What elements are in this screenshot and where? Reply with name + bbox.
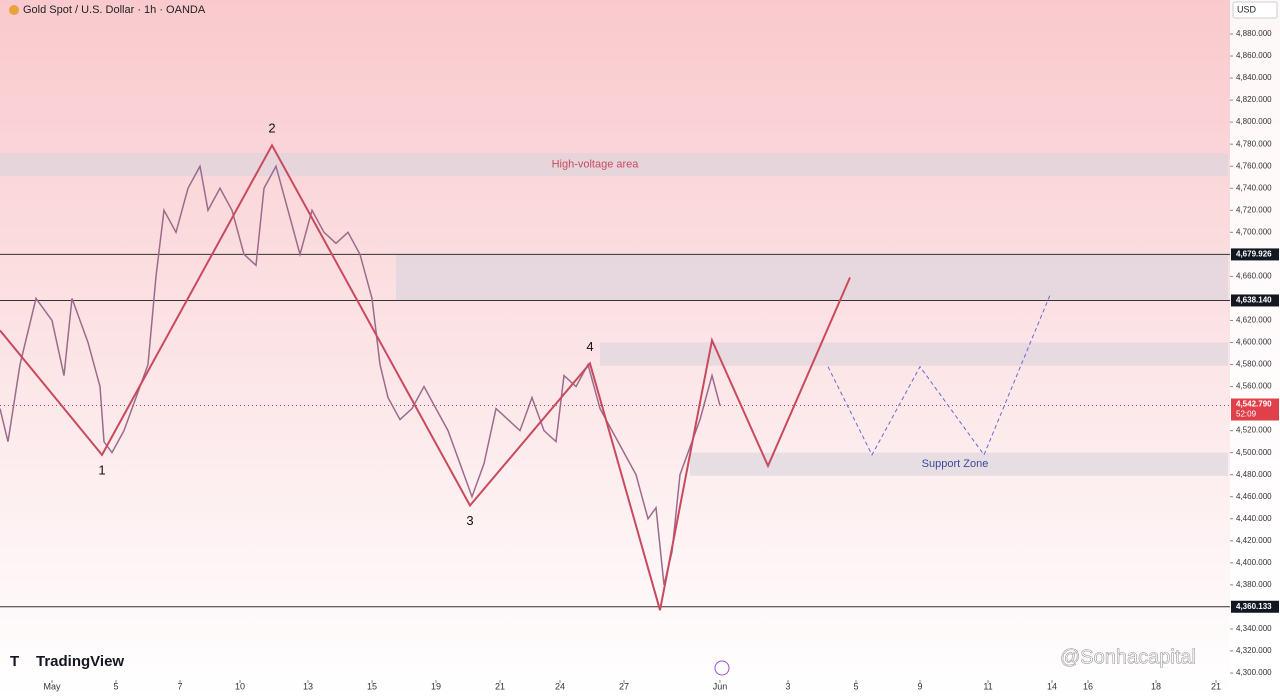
x-tick-label: 18 (1151, 681, 1161, 691)
x-tick-label: 5 (113, 681, 118, 691)
y-tick-label: 4,380.000 (1236, 580, 1272, 589)
last-price-label: 4,542.790 (1236, 400, 1272, 409)
y-tick-label: 4,480.000 (1236, 470, 1272, 479)
y-tick-label: 4,740.000 (1236, 183, 1272, 192)
y-tick-label: 4,800.000 (1236, 117, 1272, 126)
x-tick-label: Jun (713, 681, 728, 691)
x-tick-label: 14 (1047, 681, 1057, 691)
y-tick-label: 4,440.000 (1236, 514, 1272, 523)
y-tick-label: 4,700.000 (1236, 227, 1272, 236)
watermark: @Sonhacapital (1060, 646, 1196, 668)
y-tick-label: 4,500.000 (1236, 448, 1272, 457)
y-tick-label: 4,420.000 (1236, 536, 1272, 545)
price-line (0, 163, 721, 586)
last-price-tag (1231, 398, 1279, 421)
y-tick-label: 4,300.000 (1236, 668, 1272, 677)
currency-button[interactable] (1232, 1, 1278, 19)
x-tick-label: 15 (367, 681, 377, 691)
y-tick-label: 4,620.000 (1236, 316, 1272, 325)
x-tick-label: 27 (619, 681, 629, 691)
x-tick-label: 7 (177, 681, 182, 691)
x-tick-label: 11 (983, 681, 992, 691)
y-tick-label: 4,660.000 (1236, 271, 1272, 280)
chart-title: Gold Spot / U.S. Dollar · 1h · OANDA (23, 4, 206, 16)
x-tick-label: 16 (1083, 681, 1093, 691)
level-label: 4,638.140 (1236, 296, 1272, 305)
level-label: 4,679.926 (1236, 250, 1272, 259)
y-tick-label: 4,580.000 (1236, 360, 1272, 369)
y-tick-label: 4,820.000 (1236, 95, 1272, 104)
projection-line (827, 294, 1051, 456)
wave-label: 3 (466, 513, 473, 528)
wave-line (0, 143, 851, 611)
plot: High-voltage area Support Zone 4,880.000 4,… (0, 29, 1279, 691)
wave-label: 4 (586, 339, 593, 354)
y-tick-label: 4,320.000 (1236, 646, 1272, 655)
level-tag (1231, 600, 1279, 613)
currency[interactable]: USD (1237, 4, 1257, 14)
x-tick-label: 19 (431, 681, 441, 691)
y-tick-label: 4,340.000 (1236, 624, 1272, 633)
events-icon[interactable] (714, 660, 730, 676)
x-tick-label: 3 (785, 681, 790, 691)
level-label: 4,360.133 (1236, 602, 1272, 611)
y-tick-label: 4,840.000 (1236, 73, 1272, 82)
y-tick-label: 4,520.000 (1236, 426, 1272, 435)
level-tag (1231, 294, 1279, 307)
y-tick-label: 4,560.000 (1236, 382, 1272, 391)
level-tag (1231, 248, 1279, 261)
y-tick-label: 4,760.000 (1236, 161, 1272, 170)
zone (600, 342, 1228, 366)
wave-label: 2 (268, 121, 275, 136)
y-tick-label: 4,780.000 (1236, 139, 1272, 148)
x-tick-label: 21 (495, 681, 505, 691)
price-axis (1230, 0, 1280, 697)
wave-label: 1 (98, 462, 105, 477)
x-tick-label: May (43, 681, 61, 691)
x-tick-label: 9 (917, 681, 922, 691)
x-tick-label: 5 (853, 681, 858, 691)
zone-label: Support Zone (922, 458, 989, 470)
x-tick-label: 13 (303, 681, 313, 691)
y-tick-label: 4,400.000 (1236, 558, 1272, 567)
y-tick-label: 4,860.000 (1236, 51, 1272, 60)
zone-label: High-voltage area (552, 158, 640, 170)
symbol-icon (9, 5, 19, 15)
zone (690, 452, 1228, 476)
x-tick-label: 10 (235, 681, 245, 691)
x-tick-label: 24 (555, 681, 565, 691)
zone (396, 254, 1228, 301)
y-tick-label: 4,720.000 (1236, 205, 1272, 214)
brand: TradingView (36, 653, 124, 670)
y-tick-label: 4,880.000 (1236, 29, 1272, 38)
countdown: 52:09 (1236, 410, 1257, 419)
x-tick-label: 21 (1211, 681, 1221, 691)
zone (0, 152, 1228, 177)
y-tick-label: 4,460.000 (1236, 492, 1272, 501)
brand-logo: T (10, 653, 19, 670)
y-tick-label: 4,600.000 (1236, 338, 1272, 347)
